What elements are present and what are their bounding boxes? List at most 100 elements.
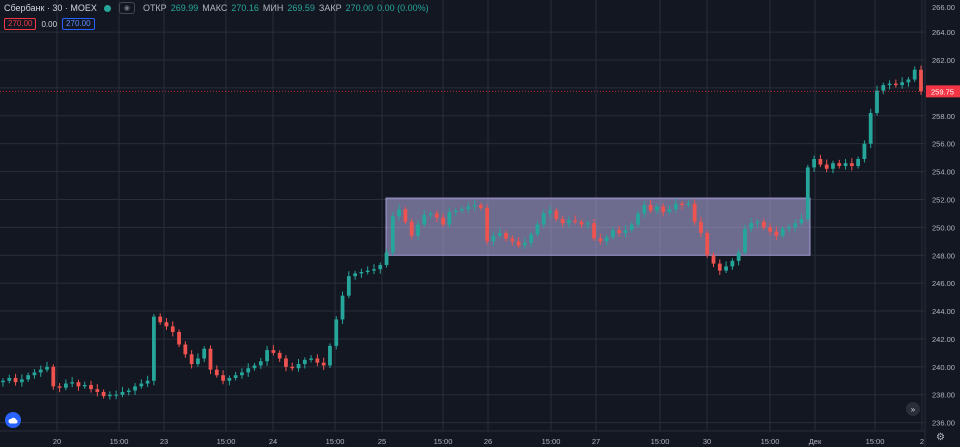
candle-body: [831, 163, 835, 169]
candle-body: [849, 163, 854, 166]
candle-body: [1, 380, 5, 383]
candle-body: [567, 220, 571, 224]
time-tick-label: 25: [378, 437, 386, 446]
candle: [849, 158, 854, 171]
candle: [730, 258, 735, 270]
candle: [548, 205, 552, 218]
candle: [485, 204, 490, 245]
candle-body: [82, 384, 87, 387]
candle-body: [548, 210, 552, 214]
candle: [743, 224, 747, 255]
open-value: 269.99: [170, 3, 199, 13]
candle: [397, 204, 402, 221]
candle: [655, 203, 659, 215]
candle-body: [466, 206, 471, 210]
candle: [667, 205, 672, 215]
time-tick-label: 15:00: [866, 437, 885, 446]
candle: [409, 218, 414, 240]
candle-body: [315, 358, 320, 363]
candle-body: [560, 218, 565, 224]
candle: [453, 208, 458, 217]
candle: [158, 313, 163, 325]
candle-body: [755, 221, 760, 224]
candle-body: [227, 377, 232, 381]
candle: [45, 361, 49, 373]
candle: [648, 200, 653, 214]
candle: [680, 201, 684, 210]
candle: [346, 271, 351, 299]
cloud-icon[interactable]: [5, 412, 21, 428]
candle-body: [535, 224, 540, 235]
symbol-title[interactable]: Сбербанк · 30 · MOEX: [4, 3, 97, 13]
candle-body: [554, 210, 559, 219]
candle: [126, 388, 131, 396]
candle: [434, 210, 439, 223]
candle: [478, 202, 483, 211]
market-status-dot-icon: [103, 4, 111, 12]
candle-body: [428, 213, 433, 215]
candle: [353, 270, 357, 280]
candle: [900, 77, 905, 89]
time-tick-label: 30: [703, 437, 711, 446]
candle: [692, 199, 697, 226]
time-tick-label: 24: [269, 437, 277, 446]
candle-body: [328, 345, 332, 366]
eye-icon[interactable]: ◉: [118, 2, 135, 14]
candle-body: [529, 234, 534, 243]
candle: [422, 209, 427, 228]
candle: [862, 140, 867, 163]
price-tick-label: 240.00: [932, 363, 955, 372]
candle: [189, 350, 194, 369]
time-tick-label: 15:00: [651, 437, 670, 446]
candle-body: [705, 232, 710, 256]
candle: [277, 350, 282, 362]
last-price-badge: [926, 85, 960, 98]
candle-body: [799, 218, 804, 224]
candle-body: [70, 382, 75, 384]
gear-icon[interactable]: ⚙: [936, 432, 945, 443]
candle-body: [629, 224, 634, 231]
candle: [875, 85, 879, 116]
chevron-double-right-icon[interactable]: »: [906, 402, 920, 416]
candle: [529, 231, 534, 248]
candle-body: [906, 79, 911, 83]
candle: [717, 259, 722, 276]
candle: [441, 213, 446, 228]
candle-body: [89, 384, 93, 390]
candle-body: [334, 319, 339, 346]
price-tick-label: 256.00: [932, 140, 955, 149]
candle: [328, 343, 332, 368]
candle-body: [642, 205, 647, 214]
candle: [252, 362, 257, 371]
candle: [290, 362, 295, 371]
buy-button[interactable]: 270.00: [62, 18, 95, 30]
candle: [114, 390, 119, 400]
low-label: МИН: [262, 3, 284, 13]
time-tick-label: 15:00: [761, 437, 780, 446]
candle-body: [38, 369, 43, 373]
candle-body: [340, 295, 345, 320]
candle-body: [478, 205, 483, 208]
candle: [334, 316, 339, 350]
candle: [585, 219, 590, 230]
candle: [868, 108, 873, 149]
candle-body: [152, 316, 156, 381]
candle: [812, 155, 816, 172]
candle-body: [604, 237, 609, 242]
candle: [227, 375, 232, 386]
candle-body: [699, 221, 703, 233]
candle: [403, 206, 408, 225]
sell-button[interactable]: 270.00: [4, 18, 37, 30]
candle-body: [761, 221, 766, 228]
candle-body: [365, 270, 370, 272]
candle-body: [233, 375, 238, 378]
candle: [246, 363, 251, 377]
candle: [831, 160, 835, 174]
candle: [63, 379, 68, 391]
candle-body: [881, 85, 886, 91]
candle: [214, 365, 219, 378]
time-tick-label: 15:00: [542, 437, 561, 446]
candle: [755, 219, 760, 228]
candle-body: [434, 213, 439, 218]
